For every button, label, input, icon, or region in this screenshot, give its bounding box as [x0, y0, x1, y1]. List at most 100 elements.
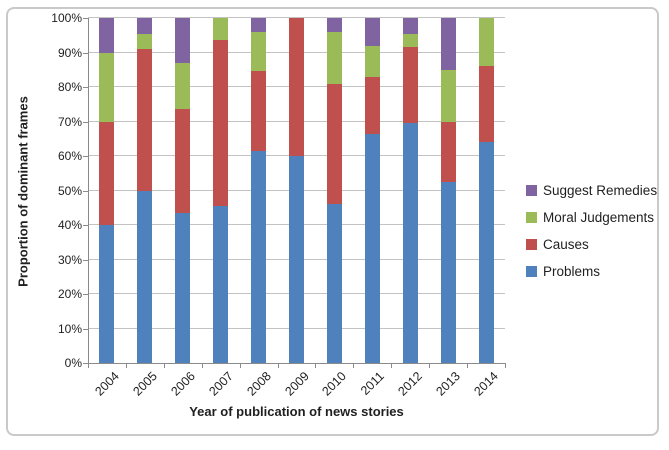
category-slot-2007: [202, 18, 240, 363]
bar-segment-moral-judgements: [478, 18, 494, 67]
y-tick-mark: [83, 121, 88, 123]
category-slot-2005: [126, 18, 164, 363]
bar-segment-suggest-remedies: [440, 18, 456, 70]
bar-segment-problems: [440, 181, 456, 363]
legend-item-suggest-remedies: Suggest Remedies: [526, 177, 657, 204]
x-tick-mark: [315, 363, 317, 368]
bar-segment-causes: [478, 66, 494, 143]
bar-segment-causes: [440, 121, 456, 182]
y-tick-mark: [83, 156, 88, 157]
y-axis-title: Proportion of dominant frames: [15, 96, 31, 287]
category-slot-2011: [353, 18, 391, 363]
x-tick-mark: [391, 363, 393, 368]
x-tick-mark: [353, 363, 355, 368]
bar-segment-problems: [213, 206, 229, 363]
legend-item-causes: Causes: [526, 231, 657, 258]
bar-segment-suggest-remedies: [364, 18, 380, 46]
plot-area: [88, 18, 505, 363]
bar-segment-causes: [99, 121, 115, 225]
bar-segment-problems: [99, 225, 115, 363]
legend-swatch-icon: [526, 239, 537, 250]
bar-segment-problems: [478, 142, 494, 363]
legend-item-moral-judgements: Moral Judgements: [526, 204, 657, 231]
x-axis-line: [88, 363, 505, 364]
bar-segment-suggest-remedies: [175, 18, 191, 63]
bar-segment-causes: [213, 40, 229, 207]
bar-segment-moral-judgements: [326, 31, 342, 84]
stacked-bar-2007: [213, 18, 229, 363]
x-tick-mark: [239, 363, 241, 368]
stacked-bar-2006: [175, 18, 191, 363]
gridline: [88, 17, 505, 18]
y-tick-mark: [83, 87, 88, 88]
bar-segment-suggest-remedies: [326, 18, 342, 32]
x-tick-mark: [201, 363, 203, 368]
stacked-bar-2005: [137, 18, 153, 363]
y-tick-label: 10%: [57, 321, 82, 336]
y-tick-mark: [83, 363, 88, 364]
legend-label: Causes: [543, 237, 589, 252]
y-tick-mark: [83, 259, 88, 261]
legend-label: Suggest Remedies: [543, 183, 658, 198]
bar-segment-problems: [175, 212, 191, 363]
category-slot-2010: [315, 18, 353, 363]
y-tick-label: 50%: [57, 183, 82, 198]
category-slot-2013: [429, 18, 467, 363]
stacked-bar-2010: [326, 18, 342, 363]
stacked-bar-2014: [478, 18, 494, 363]
y-tick-mark: [83, 190, 88, 192]
bar-segment-causes: [326, 83, 342, 205]
stacked-bar-2009: [288, 18, 304, 363]
bar-segment-moral-judgements: [402, 33, 418, 48]
y-tick-label: 40%: [57, 218, 82, 232]
bar-segment-moral-judgements: [364, 45, 380, 77]
bar-segment-moral-judgements: [137, 33, 153, 50]
x-tick-mark: [88, 363, 89, 368]
category-slot-2012: [391, 18, 429, 363]
y-tick-mark: [83, 225, 88, 226]
bar-segment-suggest-remedies: [251, 18, 267, 32]
stacked-bar-2008: [251, 18, 267, 363]
bar-segment-causes: [288, 18, 304, 156]
category-slot-2006: [164, 18, 202, 363]
y-tick-label: 30%: [57, 252, 82, 267]
bar-segment-causes: [402, 47, 418, 124]
y-tick-label: 100%: [51, 11, 82, 25]
legend-label: Problems: [543, 264, 601, 279]
bar-segment-suggest-remedies: [402, 18, 418, 34]
bar-segment-problems: [251, 150, 267, 363]
bar-segment-problems: [402, 123, 418, 363]
bar-segment-problems: [326, 204, 342, 363]
category-slot-2009: [278, 18, 316, 363]
y-tick-label: 70%: [57, 114, 82, 129]
stacked-bar-2012: [402, 18, 418, 363]
bar-segment-causes: [251, 71, 267, 151]
x-tick-mark: [163, 363, 165, 368]
bar-segment-moral-judgements: [99, 52, 115, 122]
legend-item-problems: Problems: [526, 258, 657, 285]
x-tick-mark: [467, 363, 469, 368]
category-slot-2014: [467, 18, 505, 363]
x-tick-mark: [277, 363, 279, 368]
y-tick-mark: [83, 294, 88, 295]
bar-segment-moral-judgements: [440, 69, 456, 122]
bar-segment-causes: [137, 49, 153, 191]
y-tick-label: 20%: [57, 287, 82, 301]
x-axis-title: Year of publication of news stories: [189, 404, 404, 419]
stacked-bar-2011: [364, 18, 380, 363]
y-tick-mark: [83, 52, 88, 54]
legend-label: Moral Judgements: [543, 210, 655, 225]
bar-segment-moral-judgements: [175, 62, 191, 110]
bar-segment-suggest-remedies: [99, 18, 115, 53]
bar-segment-causes: [175, 109, 191, 213]
y-tick-label: 80%: [57, 80, 82, 94]
bar-segment-moral-judgements: [251, 31, 267, 72]
legend-swatch-icon: [526, 266, 537, 277]
stacked-bar-2004: [99, 18, 115, 363]
x-tick-mark: [505, 363, 506, 368]
bar-segment-problems: [137, 190, 153, 363]
legend: Suggest Remedies Moral Judgements Causes Pr…: [526, 177, 657, 285]
bar-segment-suggest-remedies: [137, 18, 153, 34]
category-slot-2008: [240, 18, 278, 363]
